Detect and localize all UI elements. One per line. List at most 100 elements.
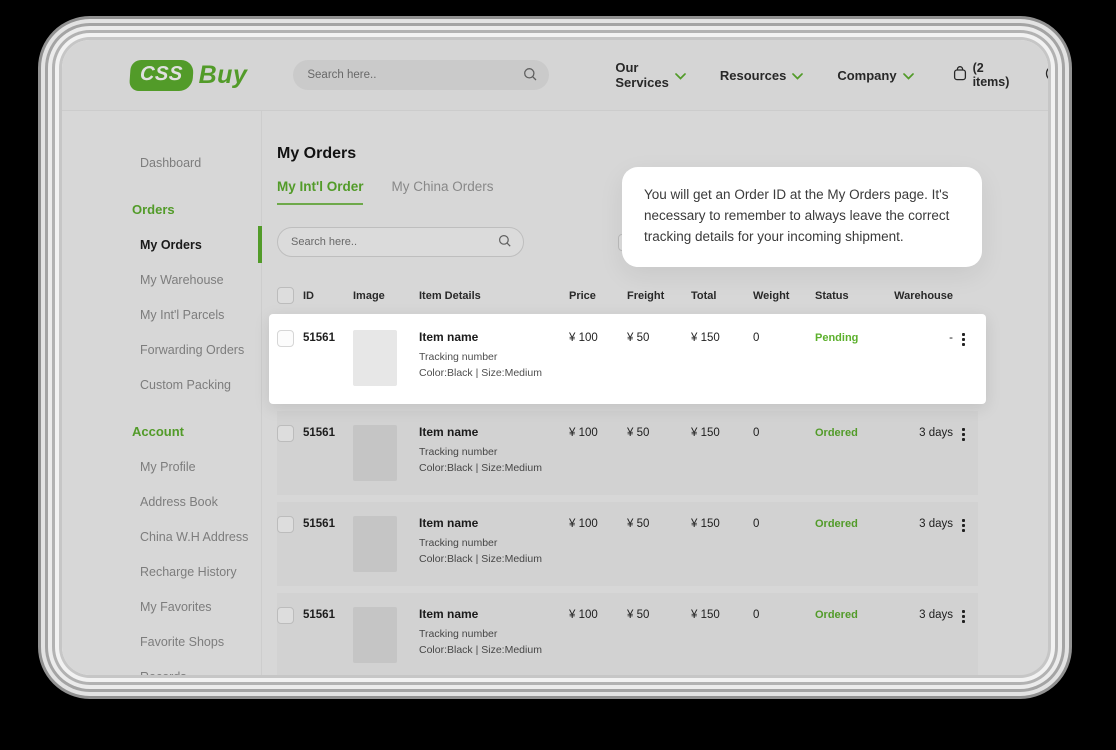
menu-label: Resources [719,67,787,83]
sidebar-item-label: Custom Packing [140,377,232,392]
page-title: My Orders [277,145,357,162]
price-value: ¥ 100 [569,332,598,344]
sidebar-item-my-orders[interactable]: My Orders [62,226,262,263]
menu-our-services[interactable]: Our Services [615,60,686,90]
sidebar-item-forwarding-orders[interactable]: Forwarding Orders [62,332,261,367]
tooltip-text: You will get an Order ID at the My Order… [644,187,950,245]
tab-my-intl-order[interactable]: My Int'l Order [277,179,364,205]
sidebar-item-dashboard[interactable]: Dashboard [62,145,261,180]
my-account-button[interactable]: My Account [1045,61,1048,89]
total-value: ¥ 150 [691,427,720,439]
status-badge: Ordered [815,518,858,530]
row-actions-kebab-icon[interactable] [953,516,973,532]
freight-value: ¥ 50 [627,609,650,621]
item-variant: Color:Black | Size:Medium [419,644,542,656]
sidebar-item-label: My Warehouse [140,272,224,287]
item-name: Item name [419,425,479,439]
row-actions-kebab-icon[interactable] [953,607,973,623]
status-badge: Pending [815,332,859,344]
warehouse-value: 3 days [919,427,953,439]
navbar-menu: Our Services Resources Company [581,60,914,90]
sidebar-item-recharge-history[interactable]: Recharge History [62,554,261,589]
item-name: Item name [419,607,479,621]
table-header: ID Image Item Details Price Freight Tota… [277,281,978,314]
row-actions-kebab-icon[interactable] [953,425,973,441]
select-all-checkbox[interactable] [277,287,294,304]
tab-my-china-orders[interactable]: My China Orders [391,179,494,194]
cart-button[interactable]: (2 items) [952,61,1009,89]
shopping-bag-icon [952,65,968,85]
freight-value: ¥ 50 [627,518,650,530]
app-window: CSS Buy Our Services Resources Company [62,40,1048,675]
sidebar-item-label: Records [140,670,187,676]
item-tracking: Tracking number [419,628,498,640]
weight-value: 0 [753,609,760,621]
status-badge: Ordered [815,427,858,439]
orders-search-input[interactable] [277,227,524,257]
menu-label: Company [837,67,897,83]
price-value: ¥ 100 [569,427,598,439]
sidebar-item-label: Dashboard [140,155,202,170]
item-details: Item name Tracking number Color:Black | … [419,607,569,656]
cssbuy-logo[interactable]: CSS Buy [128,59,248,91]
price-value: ¥ 100 [569,609,598,621]
sidebar-item-label: Address Book [140,494,218,509]
sidebar-item-my-warehouse[interactable]: My Warehouse [62,262,261,297]
sidebar-item-label: My Profile [140,459,196,474]
col-warehouse: Warehouse [894,289,953,302]
sidebar-item-records[interactable]: Records [62,659,261,676]
col-id: ID [303,289,314,302]
order-id: 51561 [303,609,335,621]
navbar-search [293,60,550,90]
main-content: My Orders My Int'l Order My China Orders… [262,111,1048,675]
user-icon [1045,65,1048,85]
total-value: ¥ 150 [691,609,720,621]
chevron-down-icon [674,68,686,83]
weight-value: 0 [753,332,760,344]
col-status: Status [815,289,849,302]
row-checkbox[interactable] [277,607,294,624]
sidebar-item-my-intl-parcels[interactable]: My Int'l Parcels [62,297,261,332]
item-details: Item name Tracking number Color:Black | … [419,516,569,565]
sidebar-item-favorite-shops[interactable]: Favorite Shops [62,624,261,659]
item-variant: Color:Black | Size:Medium [419,553,542,565]
warehouse-value: - [949,332,953,344]
col-freight: Freight [627,289,665,302]
freight-value: ¥ 50 [627,427,650,439]
row-checkbox[interactable] [277,330,294,347]
logo-suffix: Buy [198,60,248,89]
item-variant: Color:Black | Size:Medium [419,367,542,379]
col-image: Image [353,289,385,302]
item-image-placeholder [353,425,397,481]
order-id: 51561 [303,332,335,344]
item-tracking: Tracking number [419,537,498,549]
table-row: 51561 Item name Tracking number Color:Bl… [277,593,978,675]
sidebar-item-my-profile[interactable]: My Profile [62,449,261,484]
sidebar-item-address-book[interactable]: Address Book [62,484,261,519]
menu-resources[interactable]: Resources [719,67,804,83]
row-checkbox[interactable] [277,425,294,442]
price-value: ¥ 100 [569,518,598,530]
item-name: Item name [419,516,479,530]
col-price: Price [569,289,596,302]
sidebar-item-custom-packing[interactable]: Custom Packing [62,367,261,402]
row-checkbox[interactable] [277,516,294,533]
item-image-placeholder [353,330,397,386]
item-tracking: Tracking number [419,351,498,363]
sidebar-item-my-favorites[interactable]: My Favorites [62,589,261,624]
weight-value: 0 [753,518,760,530]
sidebar-item-label: Recharge History [140,564,237,579]
item-name: Item name [419,330,479,344]
top-navbar: CSS Buy Our Services Resources Company [62,40,1048,111]
navbar-search-input[interactable] [293,60,550,90]
row-actions-kebab-icon[interactable] [953,330,973,346]
item-image-placeholder [353,516,397,572]
sidebar-section-account: Account [62,414,261,449]
sidebar-item-label: Favorite Shops [140,634,225,649]
sidebar-item-china-wh-address[interactable]: China W.H Address [62,519,261,554]
warehouse-value: 3 days [919,609,953,621]
total-value: ¥ 150 [691,332,720,344]
sidebar-section-label: Account [132,424,184,439]
menu-company[interactable]: Company [837,67,914,83]
order-id: 51561 [303,427,335,439]
